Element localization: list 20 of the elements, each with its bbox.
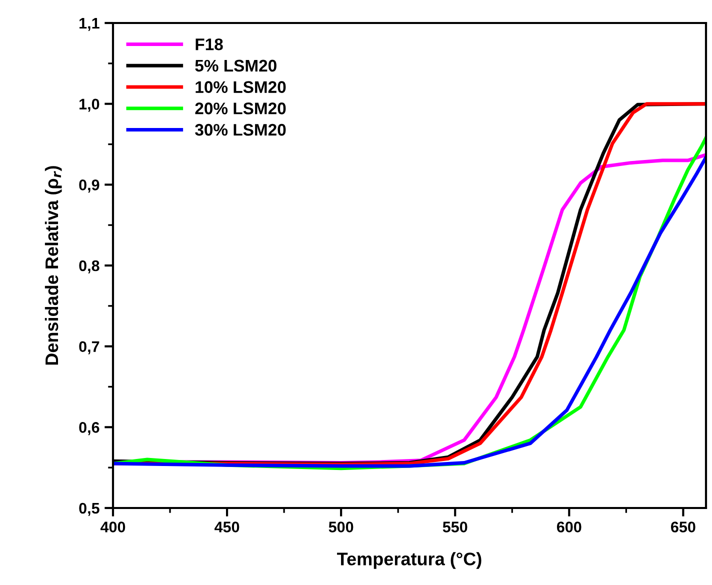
legend-label: 5% LSM20 bbox=[195, 60, 276, 72]
y-tick-label: 0,5 bbox=[79, 502, 100, 516]
x-tick-label: 600 bbox=[556, 522, 582, 532]
x-tick-label: 450 bbox=[214, 522, 240, 532]
y-tick-label: 0,9 bbox=[79, 180, 100, 193]
y-tick-label: 0,6 bbox=[79, 422, 100, 436]
x-tick-label: 400 bbox=[100, 522, 126, 532]
y-axis-title: Densidade Relativa (ρ$_{r}$) bbox=[44, 166, 62, 365]
y-tick-label: 1,1 bbox=[80, 18, 100, 31]
y-tick-label: 0,8 bbox=[79, 260, 100, 274]
y-tick-label: 1,0 bbox=[80, 98, 100, 112]
x-tick-label: 500 bbox=[328, 522, 354, 532]
legend-label: 10% LSM20 bbox=[196, 81, 286, 93]
x-tick-label: 650 bbox=[671, 522, 696, 532]
x-tick-label: 550 bbox=[442, 522, 468, 532]
y-tick-label: 0,7 bbox=[79, 341, 100, 354]
legend-label: 30% LSM20 bbox=[195, 124, 286, 136]
legend-label: 20% LSM20 bbox=[195, 102, 286, 114]
x-axis-title: Temperatura (°C) bbox=[337, 552, 482, 569]
legend-label: F18 bbox=[196, 38, 223, 50]
